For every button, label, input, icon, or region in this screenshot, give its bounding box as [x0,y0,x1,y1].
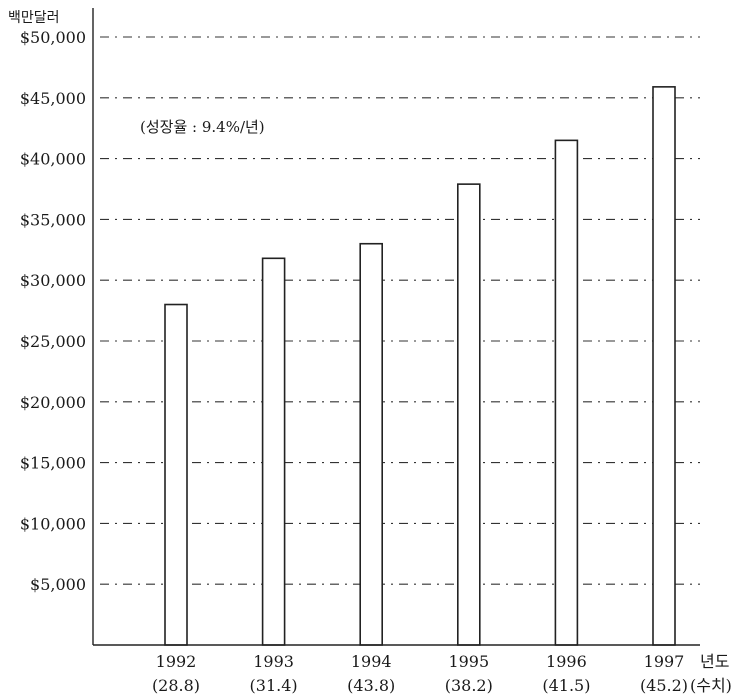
y-tick-label: $50,000 [20,28,86,47]
x-tick-label: 1996 [546,652,587,671]
x-tick-label: 1992 [156,652,197,671]
growth-rate-annotation: (성장율 : 9.4%/년) [140,118,265,136]
bar [164,303,188,646]
value-label-caption: (수치) [690,676,732,695]
bar [554,139,579,646]
y-tick-label: $30,000 [20,271,86,290]
gridlines [100,36,700,585]
bar [261,257,286,646]
y-tick-labels: $5,000 $10,000 $15,000 $20,000 $25,000 $30,00… [20,28,86,594]
y-tick-label: $10,000 [20,514,86,533]
x-tick-label: 1994 [351,652,392,671]
value-label: (45.2) [640,676,688,695]
value-label: (43.8) [347,676,395,695]
y-tick-label: $45,000 [20,89,86,108]
bars [164,86,676,646]
value-label: (38.2) [445,676,493,695]
y-tick-label: $20,000 [20,393,86,412]
x-tick-label: 1995 [448,652,489,671]
y-tick-label: $5,000 [30,575,86,594]
bar [652,86,676,646]
y-tick-label: $25,000 [20,332,86,351]
x-tick-label: 1993 [253,652,294,671]
x-axis-label: 년도 [700,652,729,671]
x-tick-label: 1997 [644,652,685,671]
value-label: (31.4) [250,676,298,695]
value-label: (41.5) [542,676,590,695]
y-tick-label: $35,000 [20,210,86,229]
bar [359,242,384,646]
bar [456,183,481,646]
y-tick-label: $40,000 [20,150,86,169]
y-tick-label: $15,000 [20,454,86,473]
y-axis-label: 백만달러 [8,10,60,26]
x-tick-labels: 1992 (28.8) 1993 (31.4) 1994 (43.8) 1995 (38.2)… [152,652,688,695]
value-label: (28.8) [152,676,200,695]
